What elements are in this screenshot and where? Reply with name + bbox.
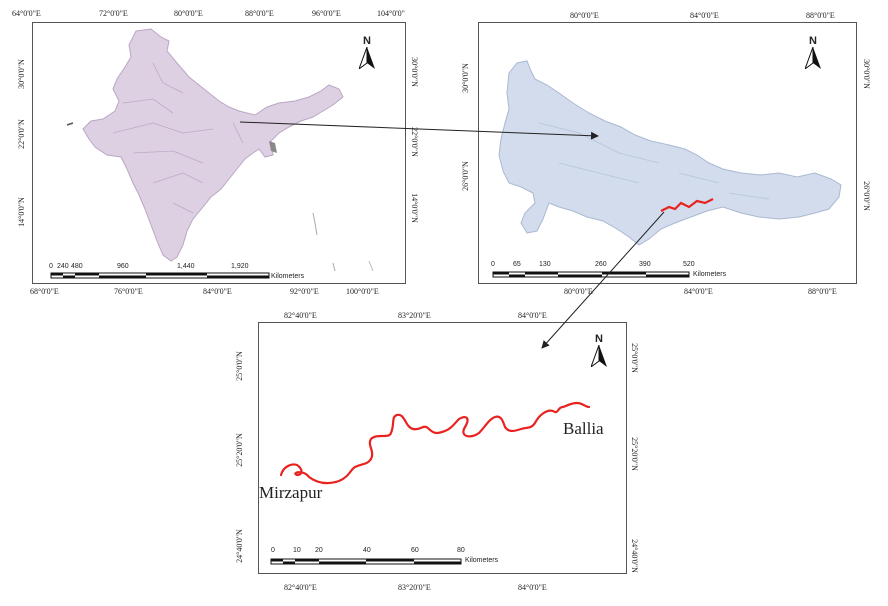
bottom-tick: 92°0'0"E bbox=[290, 287, 319, 296]
scale-number: 0 bbox=[491, 261, 495, 268]
scale-number: 960 bbox=[117, 263, 129, 270]
up-scale-bar bbox=[492, 271, 690, 278]
bottom-tick: 100°0'0"E bbox=[346, 287, 379, 296]
scale-number: 60 bbox=[411, 547, 419, 554]
bottom-tick: 68°0'0"E bbox=[30, 287, 59, 296]
top-tick: 80°0'0"E bbox=[174, 9, 203, 18]
scale-number: 520 bbox=[683, 261, 695, 268]
river-map-canvas bbox=[279, 401, 591, 485]
scale-number: 240 bbox=[57, 263, 69, 270]
right-tick: 25°20'0"N bbox=[630, 437, 639, 471]
place-label-mirzapur: Mirzapur bbox=[259, 483, 323, 502]
top-tick: 82°40'0"E bbox=[284, 311, 317, 320]
north-label: N bbox=[595, 333, 603, 345]
scale-unit: Kilometers bbox=[465, 557, 499, 564]
top-tick: 64°0'0"E bbox=[12, 9, 41, 18]
scale-number: 130 bbox=[539, 261, 551, 268]
left-tick: 25°20'0"N bbox=[235, 433, 244, 467]
left-tick: 26°0'0"N bbox=[461, 161, 470, 191]
scale-unit: Kilometers bbox=[271, 273, 305, 280]
north-arrow-india: N bbox=[355, 35, 379, 69]
left-tick: 25°0'0"N bbox=[235, 351, 244, 381]
top-tick: 88°0'0"E bbox=[245, 9, 274, 18]
scale-number: 0 bbox=[49, 263, 53, 270]
right-tick: 30°0'0"N bbox=[862, 59, 871, 89]
river-segment-highlight bbox=[660, 198, 714, 212]
north-arrow-up: N bbox=[801, 35, 825, 69]
scale-number: 20 bbox=[315, 547, 323, 554]
scale-number: 1,440 bbox=[177, 263, 195, 270]
scale-number: 80 bbox=[457, 547, 465, 554]
right-tick: 22°0'0"N bbox=[410, 127, 419, 157]
india-state-boundaries bbox=[112, 62, 244, 214]
top-tick: 72°0'0"E bbox=[99, 9, 128, 18]
up-map-panel: N 0 65 130 260 390 520 Kilometers bbox=[478, 22, 857, 284]
place-label-ballia: Ballia bbox=[563, 419, 604, 438]
scale-number: 1,920 bbox=[231, 263, 249, 270]
left-tick: 30°0'0"N bbox=[461, 63, 470, 93]
right-tick: 14°0'0"N bbox=[410, 193, 419, 223]
scale-unit: Kilometers bbox=[693, 271, 727, 278]
bottom-tick: 88°0'0"E bbox=[808, 287, 837, 296]
scale-number: 260 bbox=[595, 261, 607, 268]
india-scale-bar bbox=[50, 272, 270, 279]
river-course bbox=[279, 401, 591, 485]
bottom-tick: 84°0'0"E bbox=[518, 583, 547, 592]
bangladesh-region bbox=[269, 141, 277, 153]
top-tick: 84°0'0"E bbox=[518, 311, 547, 320]
bottom-tick: 76°0'0"E bbox=[114, 287, 143, 296]
scale-number: 0 bbox=[271, 547, 275, 554]
top-tick: 83°20'0"E bbox=[398, 311, 431, 320]
bottom-tick: 84°0'0"E bbox=[203, 287, 232, 296]
island-marks bbox=[312, 212, 336, 272]
scale-number: 40 bbox=[363, 547, 371, 554]
scale-number: 65 bbox=[513, 261, 521, 268]
bottom-tick: 83°20'0"E bbox=[398, 583, 431, 592]
bottom-tick: 80°0'0"E bbox=[564, 287, 593, 296]
left-tick: 14°0'0"N bbox=[17, 197, 26, 227]
right-tick: 25°0'0"N bbox=[630, 343, 639, 373]
top-tick: 96°0'0"E bbox=[312, 9, 341, 18]
up-map-canvas bbox=[492, 60, 842, 278]
scale-number: 390 bbox=[639, 261, 651, 268]
north-arrow-river: N bbox=[587, 333, 611, 367]
right-tick: 26°0'0"N bbox=[862, 181, 871, 211]
east-islands bbox=[368, 260, 374, 272]
india-outline bbox=[82, 28, 344, 262]
india-map-canvas bbox=[50, 28, 374, 279]
india-map-panel: N 0 240 480 960 1,440 1,920 Kilometers bbox=[32, 22, 406, 284]
right-tick: 30°0'0"N bbox=[410, 57, 419, 87]
scale-number: 480 bbox=[71, 263, 83, 270]
up-outline bbox=[498, 60, 842, 246]
scale-number: 10 bbox=[293, 547, 301, 554]
top-tick: 80°0'0"E bbox=[570, 11, 599, 20]
west-marker bbox=[66, 122, 74, 126]
river-map-panel: N Mirzapur Ballia 0 10 20 40 60 80 Kilom… bbox=[258, 322, 627, 574]
north-label: N bbox=[809, 35, 817, 47]
left-tick: 22°0'0"N bbox=[17, 119, 26, 149]
left-tick: 30°0'0"N bbox=[17, 59, 26, 89]
bottom-tick: 82°40'0"E bbox=[284, 583, 317, 592]
left-tick: 24°40'0"N bbox=[235, 529, 244, 563]
right-tick: 24°40'0"N bbox=[630, 539, 639, 573]
bottom-tick: 84°0'0"E bbox=[684, 287, 713, 296]
top-tick: 88°0'0"E bbox=[806, 11, 835, 20]
top-tick: 84°0'0"E bbox=[690, 11, 719, 20]
up-district-boundaries bbox=[538, 122, 770, 200]
top-tick: 104°0'0" bbox=[377, 9, 405, 18]
north-label: N bbox=[363, 35, 371, 47]
